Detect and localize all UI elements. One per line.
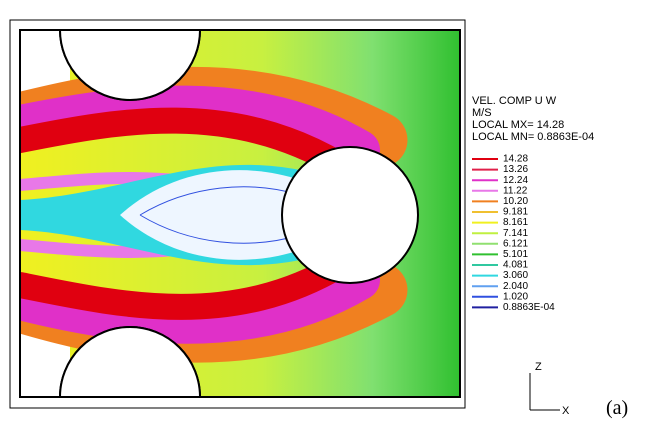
axis-x: X — [562, 405, 570, 417]
legend-label: 8.161 — [503, 217, 528, 228]
legend-label: 10.20 — [503, 196, 528, 207]
legend-unit: M/S — [472, 107, 492, 119]
cylinder — [282, 147, 418, 283]
legend-label: 6.121 — [503, 238, 528, 249]
axis-triad — [530, 373, 560, 410]
axis-z: Z — [535, 361, 542, 373]
legend-label: 11.22 — [503, 185, 528, 196]
legend-label: 3.060 — [503, 270, 528, 281]
page: {"legend": {"title": "VEL. COMP U W", "u… — [0, 0, 654, 430]
legend-max: LOCAL MX= 14.28 — [472, 119, 564, 131]
legend-label: 2.040 — [503, 281, 528, 292]
legend-label: 9.181 — [503, 207, 528, 218]
legend-label: 4.081 — [503, 260, 528, 271]
legend-label: 13.26 — [503, 164, 528, 175]
panel-label: (a) — [606, 397, 628, 419]
legend-label: 1.020 — [503, 291, 528, 302]
legend-title: VEL. COMP U W — [472, 95, 557, 107]
figure: VEL. COMP U W M/S LOCAL MX= 14.28 LOCAL … — [0, 0, 654, 430]
legend-label: 14.28 — [503, 154, 528, 165]
legend-min: LOCAL MN= 0.8863E-04 — [472, 131, 594, 143]
legend-label: 12.24 — [503, 175, 528, 186]
legend-label: 7.141 — [503, 228, 528, 239]
legend-label: 0.8863E-04 — [503, 302, 555, 313]
legend-label: 5.101 — [503, 249, 528, 260]
